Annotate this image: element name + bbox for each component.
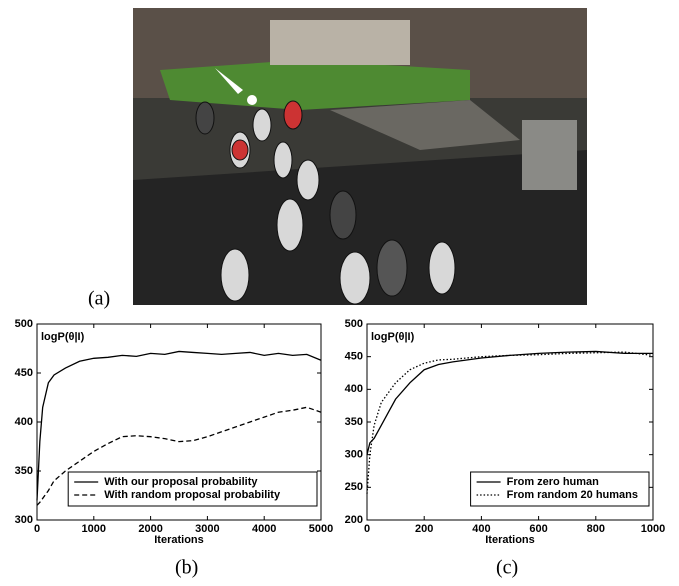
y-tick-label: 500 (15, 318, 33, 330)
x-tick-label: 0 (34, 523, 40, 535)
series-line (36, 406, 322, 506)
panel-label: (b) (175, 557, 198, 579)
y-tick-label: 300 (345, 449, 363, 461)
series-line (36, 350, 322, 501)
y-tick-label: 450 (15, 367, 33, 379)
x-tick-label: 400 (472, 523, 490, 535)
legend-box (67, 471, 318, 507)
x-tick-label: 600 (529, 523, 547, 535)
y-axis-label: logP(θ|I) (41, 331, 85, 343)
y-tick-label: 200 (345, 514, 363, 526)
y-axis-label: logP(θ|I) (371, 331, 415, 343)
legend-label: With random proposal probability (104, 489, 281, 501)
y-tick-label: 500 (345, 318, 363, 330)
x-axis-label: Iterations (154, 534, 204, 546)
legend-label: From zero human (507, 476, 600, 488)
x-tick-label: 800 (587, 523, 605, 535)
y-tick-label: 350 (345, 416, 363, 428)
y-tick-label: 300 (15, 514, 33, 526)
panel-label: (c) (496, 557, 518, 579)
legend-label: With our proposal probability (104, 476, 258, 488)
x-tick-label: 4000 (252, 523, 276, 535)
x-tick-label: 3000 (195, 523, 219, 535)
y-tick-label: 250 (345, 481, 363, 493)
x-tick-label: 0 (364, 523, 370, 535)
legend-box (470, 471, 650, 507)
x-tick-label: 2000 (138, 523, 162, 535)
y-tick-label: 400 (345, 383, 363, 395)
x-tick-label: 5000 (309, 523, 333, 535)
y-tick-label: 450 (345, 351, 363, 363)
legend-label: From random 20 humans (507, 489, 638, 501)
photo (133, 8, 587, 305)
x-axis-label: Iterations (485, 534, 535, 546)
series-line (366, 351, 654, 494)
x-tick-label: 1000 (641, 523, 665, 535)
panel-label: (a) (88, 288, 110, 310)
y-tick-label: 350 (15, 465, 33, 477)
x-tick-label: 200 (415, 523, 433, 535)
y-tick-label: 400 (15, 416, 33, 428)
series-line (366, 350, 653, 455)
x-tick-label: 1000 (82, 523, 106, 535)
